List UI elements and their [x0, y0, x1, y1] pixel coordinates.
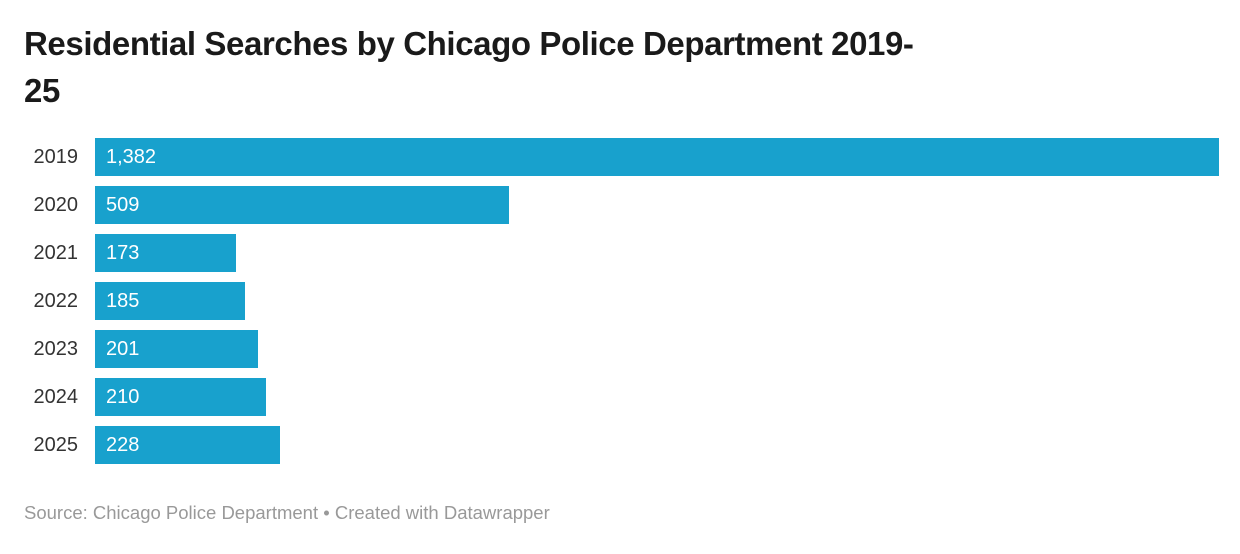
category-label-2019: 2019 — [33, 145, 79, 168]
value-label-2020: 509 — [106, 193, 140, 216]
bar-2019[interactable]: 1,382 — [95, 138, 1219, 176]
chart-title-line2: 25 — [24, 72, 60, 109]
bar-2025[interactable]: 228 — [95, 426, 281, 464]
bar-track-2019: 1,382 — [95, 138, 1219, 176]
chart-title-line1: Residential Searches by Chicago Police D… — [24, 25, 914, 62]
value-label-2023: 201 — [106, 337, 140, 360]
bar-track-2024: 210 — [95, 378, 1219, 416]
bar-row-2021: 2021 173 — [24, 229, 1219, 277]
bar-row-2025: 2025 228 — [24, 421, 1219, 469]
bar-track-2020: 509 — [95, 186, 1219, 224]
category-label-2021: 2021 — [33, 241, 79, 264]
bar-row-2023: 2023 201 — [24, 325, 1219, 373]
bar-2023[interactable]: 201 — [95, 330, 259, 368]
bar-2020[interactable]: 509 — [95, 186, 509, 224]
bar-track-2021: 173 — [95, 234, 1219, 272]
category-label-2022: 2022 — [33, 289, 79, 312]
category-label-2020: 2020 — [33, 193, 79, 216]
category-label-2025: 2025 — [33, 433, 79, 456]
bar-2024[interactable]: 210 — [95, 378, 266, 416]
bar-row-2024: 2024 210 — [24, 373, 1219, 421]
value-label-2019: 1,382 — [106, 145, 157, 168]
bar-chart: 2019 1,382 2020 509 2021 173 — [24, 133, 1219, 469]
bar-2022[interactable]: 185 — [95, 282, 246, 320]
category-label-2024: 2024 — [33, 385, 79, 408]
bar-row-2020: 2020 509 — [24, 181, 1219, 229]
source-line: Source: Chicago Police Department • Crea… — [24, 502, 550, 523]
value-label-2022: 185 — [106, 289, 140, 312]
value-label-2024: 210 — [106, 385, 140, 408]
bar-2021[interactable]: 173 — [95, 234, 236, 272]
bar-row-2022: 2022 185 — [24, 277, 1219, 325]
bar-row-2019: 2019 1,382 — [24, 133, 1219, 181]
value-label-2021: 173 — [106, 241, 140, 264]
category-label-2023: 2023 — [33, 337, 79, 360]
bar-track-2025: 228 — [95, 426, 1219, 464]
chart-title: Residential Searches by Chicago Police D… — [24, 20, 1219, 114]
bar-track-2022: 185 — [95, 282, 1219, 320]
value-label-2025: 228 — [106, 433, 140, 456]
bar-track-2023: 201 — [95, 330, 1219, 368]
